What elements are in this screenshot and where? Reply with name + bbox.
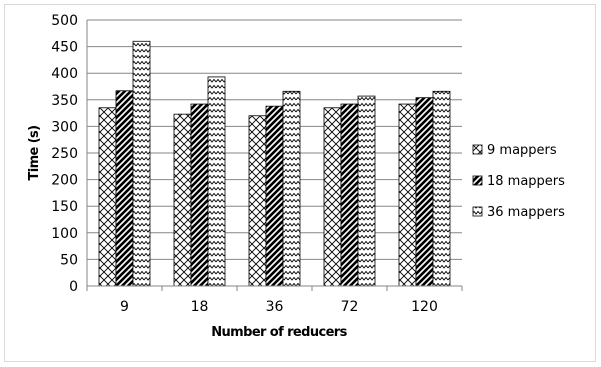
y-tick-label: 300 [51, 119, 78, 135]
legend-swatch [473, 176, 482, 185]
y-tick-label: 50 [60, 252, 78, 268]
y-tick-label: 400 [51, 66, 78, 82]
bar-9-mappers-36 [249, 116, 266, 286]
y-tick-label: 100 [51, 226, 78, 242]
bar-18-mappers-72 [341, 104, 358, 286]
legend-label: 18 mappers [487, 174, 565, 189]
y-tick-label: 250 [51, 146, 78, 162]
bar-36-mappers-9 [133, 41, 150, 286]
x-tick-label: 9 [120, 299, 129, 315]
bars [99, 41, 450, 286]
y-tick-label: 350 [51, 93, 78, 109]
y-axis-title: Time (s) [27, 125, 42, 180]
x-tick-label: 120 [411, 299, 438, 315]
y-tick-label: 450 [51, 40, 78, 56]
bar-36-mappers-36 [283, 91, 300, 286]
legend-label: 36 mappers [487, 205, 565, 220]
bar-18-mappers-18 [191, 104, 208, 286]
legend-label: 9 mappers [487, 143, 557, 158]
x-tick-label: 18 [191, 299, 209, 315]
bar-18-mappers-9 [116, 91, 133, 286]
x-tick-label: 36 [266, 299, 284, 315]
y-tick-label: 500 [51, 13, 78, 29]
legend: 9 mappers 18 mappers 36 mappers [473, 143, 565, 220]
y-tick-label: 0 [69, 279, 78, 295]
bar-36-mappers-120 [433, 91, 450, 286]
x-axis-title: Number of reducers [211, 325, 347, 340]
y-tick-label: 200 [51, 173, 78, 189]
bar-36-mappers-18 [208, 77, 225, 286]
x-axis-ticks: 9 18 36 72 120 [120, 299, 438, 315]
legend-swatch [473, 145, 482, 154]
bar-9-mappers-9 [99, 108, 116, 286]
bar-36-mappers-72 [358, 96, 375, 286]
y-tick-label: 150 [51, 199, 78, 215]
bar-9-mappers-120 [399, 104, 416, 286]
bar-9-mappers-72 [324, 108, 341, 286]
bar-18-mappers-36 [266, 106, 283, 286]
y-axis-ticks: 0 50 100 150 200 250 300 350 400 450 500 [51, 13, 78, 295]
x-tick-label: 72 [341, 299, 359, 315]
bar-18-mappers-120 [416, 98, 433, 286]
legend-swatch [473, 207, 482, 216]
bar-9-mappers-18 [174, 114, 191, 286]
